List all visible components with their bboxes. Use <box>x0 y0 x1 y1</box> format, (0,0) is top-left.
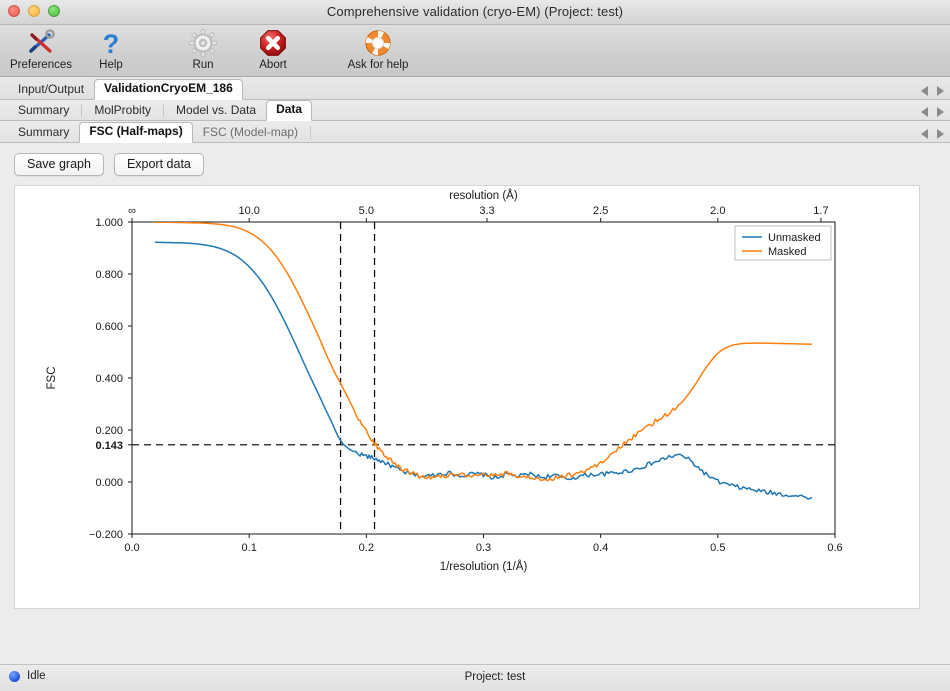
abort-stop-icon <box>259 28 287 58</box>
tab-row-primary: Input/Output ValidationCryoEM_186 <box>0 77 950 100</box>
project-label: Project: test <box>464 671 526 683</box>
y-tick-label: 0.600 <box>95 321 123 333</box>
tab-scroll-right-icon[interactable] <box>937 86 944 96</box>
top-tick-label: 5.0 <box>359 205 374 217</box>
life-preserver-icon <box>364 28 392 58</box>
gear-icon <box>189 28 217 58</box>
abort-button[interactable]: Abort <box>238 25 308 77</box>
graph-action-bar: Save graph Export data <box>14 153 936 176</box>
help-label: Help <box>99 59 123 71</box>
ask-for-help-label: Ask for help <box>347 59 409 71</box>
save-graph-button[interactable]: Save graph <box>14 153 104 176</box>
fsc-curve-unmasked <box>154 241 813 500</box>
fsc-curve-masked <box>154 222 813 482</box>
x-axis-label: 1/resolution (1/Å) <box>440 560 528 573</box>
export-data-button[interactable]: Export data <box>113 153 204 176</box>
tab-validationcryoem[interactable]: ValidationCryoEM_186 <box>94 79 243 100</box>
tab-divider <box>81 104 83 117</box>
fsc-plot-panel: 0.0 0.1 0.2 0.3 0.4 0.5 0.6 1/resolution (1/Å) ∞… <box>14 185 920 609</box>
top-tick-label: 2.0 <box>710 205 725 217</box>
close-button[interactable] <box>8 5 20 17</box>
tab-divider <box>163 104 165 117</box>
tab-summary[interactable]: Summary <box>18 103 70 117</box>
preferences-label: Preferences <box>9 59 72 71</box>
run-label: Run <box>192 59 214 71</box>
tab-scroll-right-icon[interactable] <box>937 129 944 139</box>
y-tick-label: −0.200 <box>89 529 123 541</box>
abort-label: Abort <box>259 59 287 71</box>
tab-fsc-half-maps[interactable]: FSC (Half-maps) <box>79 122 193 143</box>
x-tick-label: 0.1 <box>242 542 257 554</box>
preferences-button[interactable]: Preferences <box>6 25 76 77</box>
ask-for-help-button[interactable]: Ask for help <box>330 25 426 77</box>
help-button[interactable]: ? Help <box>76 25 146 77</box>
preferences-tools-icon <box>26 28 56 58</box>
legend-label: Masked <box>768 246 807 258</box>
top-axis-label: resolution (Å) <box>449 189 518 202</box>
title-bar: Comprehensive validation (cryo-EM) (Proj… <box>0 0 950 25</box>
toolbar: Preferences ? Help <box>0 25 950 77</box>
minimize-button[interactable] <box>28 5 40 17</box>
fsc-chart: 0.0 0.1 0.2 0.3 0.4 0.5 0.6 1/resolution (1/Å) ∞… <box>46 189 843 573</box>
tab-nav-primary <box>921 86 944 96</box>
tab-nav-secondary <box>921 107 944 117</box>
content-area: Save graph Export data 0.0 0.1 0.2 0.3 0.4 0.… <box>0 143 950 664</box>
status-label: Idle <box>27 670 46 682</box>
top-tick-label: 3.3 <box>479 205 494 217</box>
plot-frame <box>131 221 836 535</box>
y-tick-label: 0.800 <box>95 269 123 281</box>
y-tick-label: 0.000 <box>95 477 123 489</box>
status-dot-icon <box>9 670 20 682</box>
tab-nav-tertiary <box>921 129 944 139</box>
tab-scroll-left-icon[interactable] <box>921 86 928 96</box>
y-tick-label: 0.143 <box>95 440 123 452</box>
tab-input-output[interactable]: Input/Output <box>18 82 85 96</box>
tab-molprobity[interactable]: MolProbity <box>94 103 152 117</box>
y-tick-label: 1.000 <box>95 217 123 229</box>
status-indicator: Idle <box>9 670 46 682</box>
chart-legend <box>734 225 832 261</box>
x-tick-label: 0.0 <box>124 542 139 554</box>
tab-row-secondary: Summary MolProbity Model vs. Data Data <box>0 100 950 121</box>
tab-scroll-left-icon[interactable] <box>921 129 928 139</box>
tab-model-vs-data[interactable]: Model vs. Data <box>176 103 257 117</box>
x-tick-label: 0.5 <box>710 542 725 554</box>
tab-data-summary[interactable]: Summary <box>18 125 70 139</box>
y-tick-label: 0.200 <box>95 425 123 437</box>
top-tick-label: ∞ <box>128 205 136 217</box>
question-mark-icon: ? <box>98 28 124 58</box>
legend-label: Unmasked <box>768 232 821 244</box>
tab-row-tertiary: Summary FSC (Half-maps) FSC (Model-map) <box>0 121 950 143</box>
tab-divider <box>310 126 312 139</box>
top-tick-label: 1.7 <box>813 205 828 217</box>
window-controls <box>8 5 60 17</box>
tab-data[interactable]: Data <box>266 100 313 121</box>
window-title: Comprehensive validation (cryo-EM) (Proj… <box>326 4 624 19</box>
x-tick-label: 0.6 <box>827 542 842 554</box>
tab-fsc-model-map[interactable]: FSC (Model-map) <box>202 125 299 139</box>
y-axis-label: FSC <box>46 367 58 390</box>
tab-scroll-right-icon[interactable] <box>937 107 944 117</box>
zoom-button[interactable] <box>48 5 60 17</box>
top-tick-label: 10.0 <box>238 205 259 217</box>
tab-scroll-left-icon[interactable] <box>921 107 928 117</box>
status-bar: Idle Project: test <box>0 664 950 691</box>
svg-text:?: ? <box>103 29 120 57</box>
x-tick-label: 0.4 <box>593 542 608 554</box>
run-button[interactable]: Run <box>168 25 238 77</box>
y-tick-label: 0.400 <box>95 373 123 385</box>
top-tick-label: 2.5 <box>593 205 608 217</box>
x-tick-label: 0.3 <box>476 542 491 554</box>
x-tick-label: 0.2 <box>359 542 374 554</box>
